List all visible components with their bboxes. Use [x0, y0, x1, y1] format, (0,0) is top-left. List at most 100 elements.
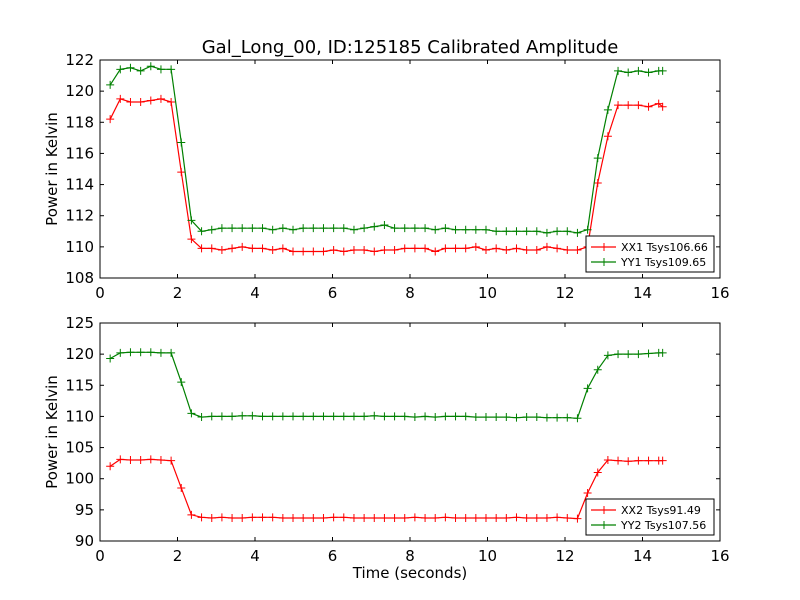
y-tick-label: 110	[65, 238, 94, 256]
data-point	[319, 513, 328, 522]
data-point	[349, 513, 358, 522]
data-point	[532, 245, 541, 254]
data-point	[644, 349, 653, 358]
y-tick-label: 120	[65, 82, 94, 100]
y-tick-label: 116	[65, 144, 94, 162]
data-point	[248, 513, 257, 522]
data-point	[410, 224, 419, 233]
data-point	[532, 413, 541, 422]
y-tick-label: 122	[65, 51, 94, 69]
data-point	[278, 244, 287, 253]
series-1	[106, 455, 667, 523]
x-tick-label: 6	[328, 284, 338, 302]
data-point	[502, 245, 511, 254]
x-tick-label: 12	[555, 284, 574, 302]
y-tick-label: 120	[65, 345, 94, 363]
data-point	[339, 513, 348, 522]
data-point	[207, 513, 216, 522]
data-point	[177, 168, 186, 177]
series-2	[106, 62, 667, 237]
data-point	[634, 350, 643, 359]
data-point	[360, 245, 369, 254]
x-tick-label: 0	[95, 547, 105, 565]
legend-marker	[600, 258, 608, 266]
data-point	[360, 513, 369, 522]
legend-box	[585, 498, 715, 536]
data-point	[563, 227, 572, 236]
data-point	[146, 96, 155, 105]
data-point	[370, 513, 379, 522]
data-point	[289, 225, 298, 234]
data-point	[573, 228, 582, 237]
data-point	[583, 489, 592, 498]
data-point	[116, 348, 125, 357]
y-tick-label: 118	[65, 113, 94, 131]
data-point	[658, 348, 667, 357]
legend: XX2 Tsys91.49 YY2 Tsys107.56	[585, 498, 715, 536]
legend-entry: XX1 Tsys106.66	[591, 241, 708, 254]
data-point	[238, 224, 247, 233]
data-point	[126, 348, 135, 357]
data-point	[319, 247, 328, 256]
data-point	[167, 456, 176, 465]
data-point	[603, 105, 612, 114]
series-2	[106, 348, 667, 423]
data-point	[644, 456, 653, 465]
data-point	[258, 412, 267, 421]
data-point	[603, 132, 612, 141]
data-point	[390, 245, 399, 254]
data-point	[126, 98, 135, 107]
data-point	[410, 413, 419, 422]
data-point	[573, 245, 582, 254]
data-point	[421, 412, 430, 421]
data-point	[461, 225, 470, 234]
data-point	[431, 225, 440, 234]
data-point	[167, 65, 176, 74]
data-point	[228, 513, 237, 522]
data-point	[441, 244, 450, 253]
data-point	[360, 412, 369, 421]
data-point	[573, 514, 582, 523]
data-point	[380, 245, 389, 254]
data-point	[207, 412, 216, 421]
data-point	[421, 244, 430, 253]
y-axis-label: Power in Kelvin	[43, 112, 61, 226]
data-point	[349, 225, 358, 234]
data-point	[177, 138, 186, 147]
data-point	[471, 225, 480, 234]
data-point	[481, 245, 490, 254]
data-point	[248, 411, 257, 420]
data-point	[238, 411, 247, 420]
data-point	[146, 348, 155, 357]
data-point	[177, 484, 186, 493]
data-point	[542, 413, 551, 422]
data-point	[370, 411, 379, 420]
data-point	[583, 225, 592, 234]
data-point	[289, 412, 298, 421]
data-point	[441, 224, 450, 233]
data-point	[106, 80, 115, 89]
data-point	[339, 247, 348, 256]
data-point	[197, 244, 206, 253]
legend-entry: YY2 Tsys107.56	[591, 519, 706, 532]
data-point	[116, 94, 125, 103]
y-tick-label: 112	[65, 207, 94, 225]
data-point	[126, 456, 135, 465]
data-point	[136, 66, 145, 75]
data-point	[421, 513, 430, 522]
data-point	[542, 242, 551, 251]
data-point	[360, 224, 369, 233]
data-point	[553, 413, 562, 422]
data-point	[268, 245, 277, 254]
data-point	[370, 247, 379, 256]
x-tick-label: 8	[405, 547, 415, 565]
data-point	[258, 513, 267, 522]
data-point	[658, 66, 667, 75]
data-point	[532, 227, 541, 236]
data-point	[461, 244, 470, 253]
data-point	[492, 413, 501, 422]
y-tick-label: 114	[65, 176, 94, 194]
data-point	[228, 412, 237, 421]
data-point	[603, 351, 612, 360]
